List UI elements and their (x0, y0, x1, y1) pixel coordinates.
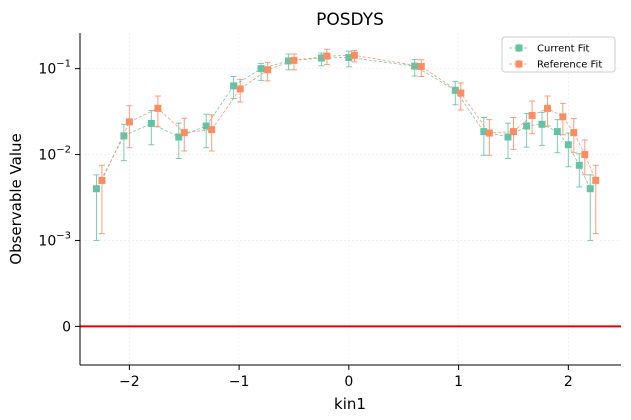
data-point (290, 56, 298, 64)
x-tick-label: −2 (119, 374, 140, 390)
data-point (586, 185, 594, 193)
data-point (559, 113, 567, 121)
chart-title: POSDYS (316, 10, 384, 30)
data-point (154, 104, 162, 112)
data-point (504, 133, 512, 141)
data-point (317, 54, 325, 62)
legend-items: Current Fit Reference Fit (509, 44, 602, 71)
legend-item: Reference Fit (509, 60, 602, 71)
data-point (125, 118, 133, 126)
data-point (175, 133, 183, 141)
axes-layer (79, 33, 621, 366)
data-point (208, 126, 216, 134)
data-point (528, 111, 536, 119)
x-tick-label: 1 (454, 374, 463, 390)
x-axis-label: kin1 (334, 395, 366, 413)
data-point (92, 185, 100, 193)
legend-label: Current Fit (537, 44, 590, 55)
data-point (553, 128, 561, 136)
data-point (202, 122, 210, 130)
legend-swatch-marker (515, 44, 523, 52)
data-point (264, 66, 272, 74)
data-point (345, 53, 353, 61)
data-point (350, 51, 358, 59)
data-point (323, 52, 331, 60)
y-tick-label: 0 (62, 319, 71, 335)
grid-layer (80, 33, 621, 365)
data-point (485, 129, 493, 137)
data-point (230, 82, 238, 90)
x-tick-label: 2 (564, 374, 573, 390)
y-tick-label: 10−1 (38, 59, 71, 78)
legend-item: Current Fit (509, 44, 590, 55)
tick-layer: −2 −1 0 1 2 0 10−3 10−2 10−1 (38, 59, 572, 390)
data-point (417, 62, 425, 70)
data-point (120, 132, 128, 140)
series-line (96, 57, 591, 189)
legend: Current Fit Reference Fit (501, 36, 616, 73)
data-point (147, 119, 155, 127)
x-tick-label: 0 (344, 374, 353, 390)
data-point (575, 161, 583, 169)
legend-frame (501, 36, 616, 73)
y-axis-label: Observable Value (7, 133, 25, 264)
y-tick-label: 10−2 (38, 145, 71, 164)
data-point (180, 129, 188, 137)
data-point (98, 176, 106, 184)
data-point (543, 104, 551, 112)
legend-swatch-marker (515, 60, 523, 68)
data-point (451, 86, 459, 94)
series-2 (98, 48, 600, 235)
data-point (284, 57, 292, 65)
x-tick-label: −1 (229, 374, 250, 390)
data-point (564, 141, 572, 149)
data-point (581, 151, 589, 159)
data-point (523, 122, 531, 130)
y-tick-label: 10−3 (38, 230, 71, 249)
series-1 (92, 50, 594, 241)
data-point (509, 128, 517, 136)
data-point (538, 120, 546, 128)
data-point (570, 129, 578, 137)
data-point (457, 89, 465, 97)
data-point (411, 62, 419, 70)
data-point (480, 128, 488, 136)
legend-label: Reference Fit (537, 60, 602, 71)
data-point (592, 176, 600, 184)
data-point (257, 65, 265, 73)
series-layer (92, 48, 600, 241)
data-point (236, 85, 244, 93)
